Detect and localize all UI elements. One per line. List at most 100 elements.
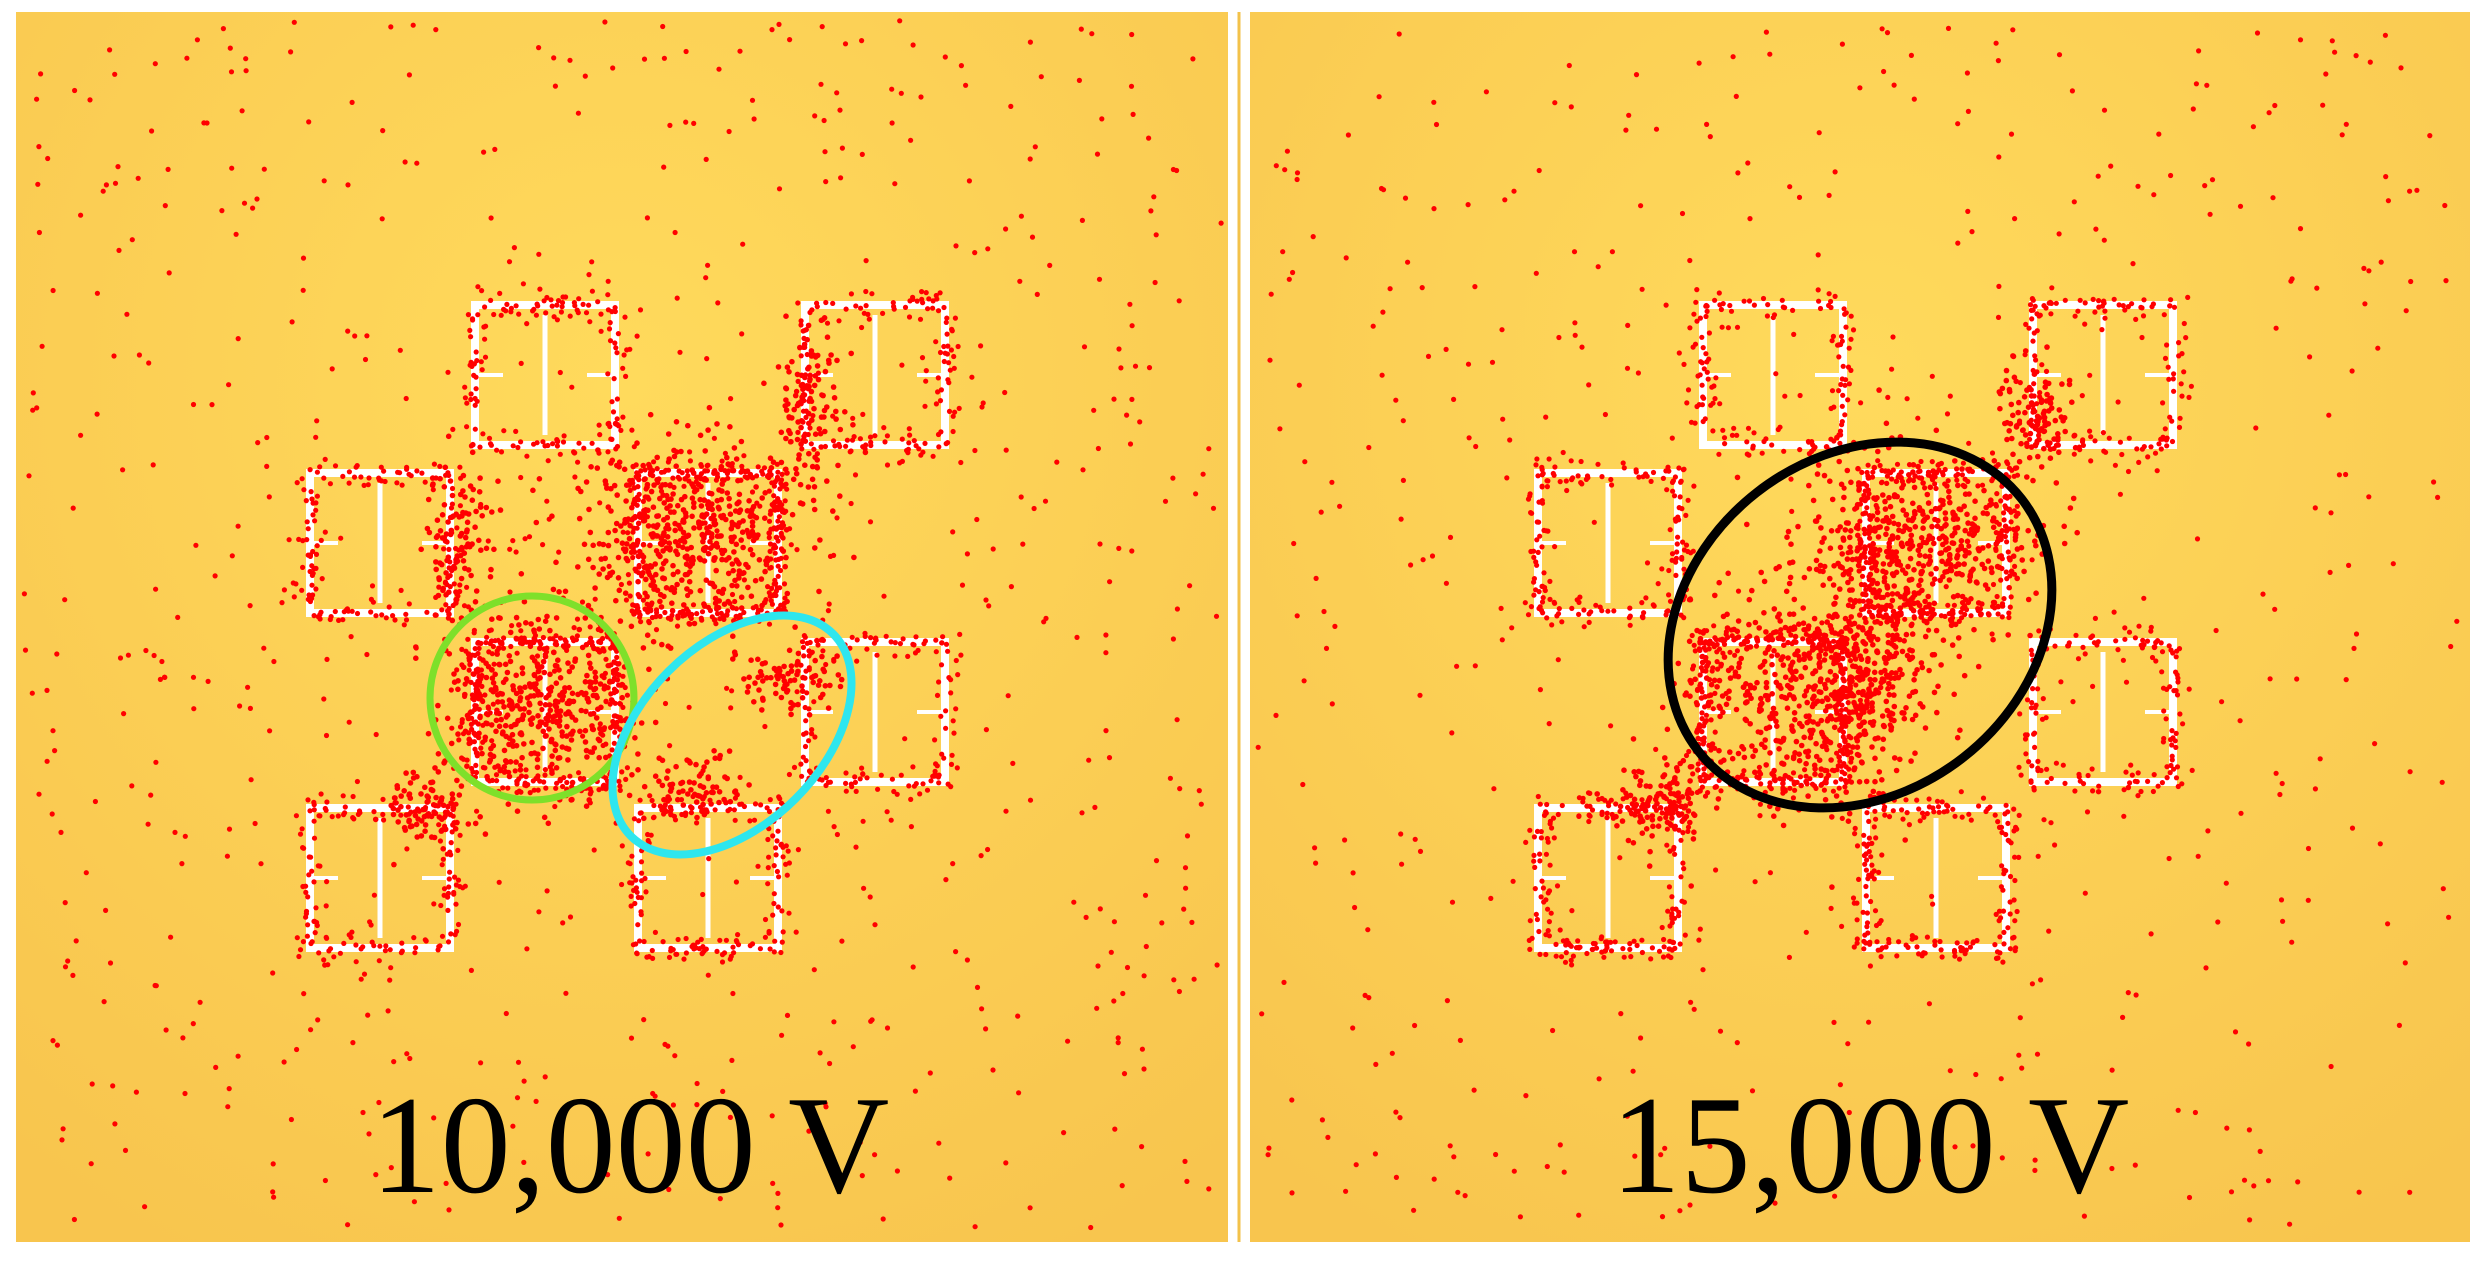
particle <box>100 188 106 194</box>
particle <box>458 530 465 537</box>
particle <box>439 827 446 833</box>
particle <box>804 336 810 343</box>
particle <box>466 736 473 743</box>
particle <box>913 634 919 640</box>
particle <box>545 820 552 827</box>
particle <box>577 775 584 782</box>
particle <box>729 604 735 611</box>
particle <box>614 396 621 402</box>
particle <box>39 343 45 349</box>
particle <box>769 27 775 33</box>
particle <box>1777 424 1783 430</box>
particle <box>794 436 801 443</box>
particle <box>851 434 857 440</box>
particle <box>537 719 544 725</box>
particle <box>2152 450 2159 456</box>
particle <box>498 312 504 318</box>
particle <box>946 675 952 681</box>
particle <box>795 701 801 708</box>
particle <box>462 384 468 390</box>
particle <box>671 509 677 515</box>
particle <box>1116 545 1122 552</box>
particle <box>2270 195 2276 201</box>
particle <box>1690 344 1696 350</box>
particle <box>1005 693 1011 699</box>
particle <box>651 586 657 592</box>
particle <box>220 26 226 32</box>
particle <box>485 705 492 712</box>
particle <box>798 441 804 447</box>
particle <box>935 308 942 314</box>
particle <box>1176 988 1182 995</box>
particle <box>686 578 693 585</box>
particle <box>548 738 554 745</box>
particle <box>618 581 625 588</box>
particle <box>678 496 685 503</box>
particle <box>631 499 638 505</box>
particle <box>534 653 541 659</box>
particle <box>2125 304 2131 310</box>
particle <box>1296 382 1302 388</box>
particle <box>2008 519 2014 525</box>
particle <box>899 436 905 442</box>
particle <box>758 802 764 808</box>
particle <box>691 946 697 952</box>
particle <box>647 793 653 799</box>
particle <box>608 436 614 442</box>
particle <box>313 500 319 506</box>
particle <box>665 467 672 473</box>
particle <box>762 916 769 923</box>
particle <box>235 523 241 529</box>
particle <box>2353 631 2360 637</box>
particle <box>628 903 634 909</box>
particle <box>2088 458 2094 464</box>
particle <box>683 935 689 942</box>
particle <box>2119 451 2125 458</box>
particle <box>683 533 690 540</box>
particle <box>770 1180 776 1186</box>
particle <box>2377 841 2383 847</box>
particle <box>335 813 341 819</box>
particle <box>911 642 917 648</box>
particle <box>1129 323 1135 329</box>
particle <box>241 200 248 206</box>
particle <box>1965 108 1971 114</box>
particle <box>1536 167 1542 174</box>
particle <box>561 433 567 439</box>
particle <box>552 803 558 810</box>
particle <box>501 635 507 641</box>
particle <box>780 854 786 860</box>
particle <box>727 511 734 517</box>
particle <box>693 761 699 768</box>
particle <box>700 891 706 898</box>
particle <box>1433 121 1440 128</box>
particle <box>534 756 541 763</box>
particle <box>1265 1152 1271 1158</box>
particle <box>685 592 691 599</box>
particle <box>580 733 586 739</box>
particle <box>812 657 818 664</box>
particle <box>587 624 593 630</box>
particle <box>806 667 812 673</box>
particle <box>766 518 773 524</box>
particle <box>640 597 647 603</box>
particle <box>860 818 866 824</box>
particle <box>309 572 315 579</box>
particle <box>382 478 388 485</box>
particle <box>469 497 476 504</box>
particle <box>1904 396 1910 402</box>
particle <box>1938 460 1944 466</box>
particle <box>1488 895 1494 902</box>
particle <box>1720 427 1726 433</box>
particle <box>2407 769 2413 775</box>
particle <box>411 1199 417 1205</box>
particle <box>2408 278 2414 285</box>
particle <box>468 391 474 397</box>
particle <box>684 553 690 559</box>
particle <box>2030 338 2036 344</box>
particle <box>2141 297 2147 303</box>
particle <box>733 938 740 944</box>
particle <box>1832 293 1838 299</box>
particle <box>765 584 771 590</box>
particle <box>675 474 681 480</box>
